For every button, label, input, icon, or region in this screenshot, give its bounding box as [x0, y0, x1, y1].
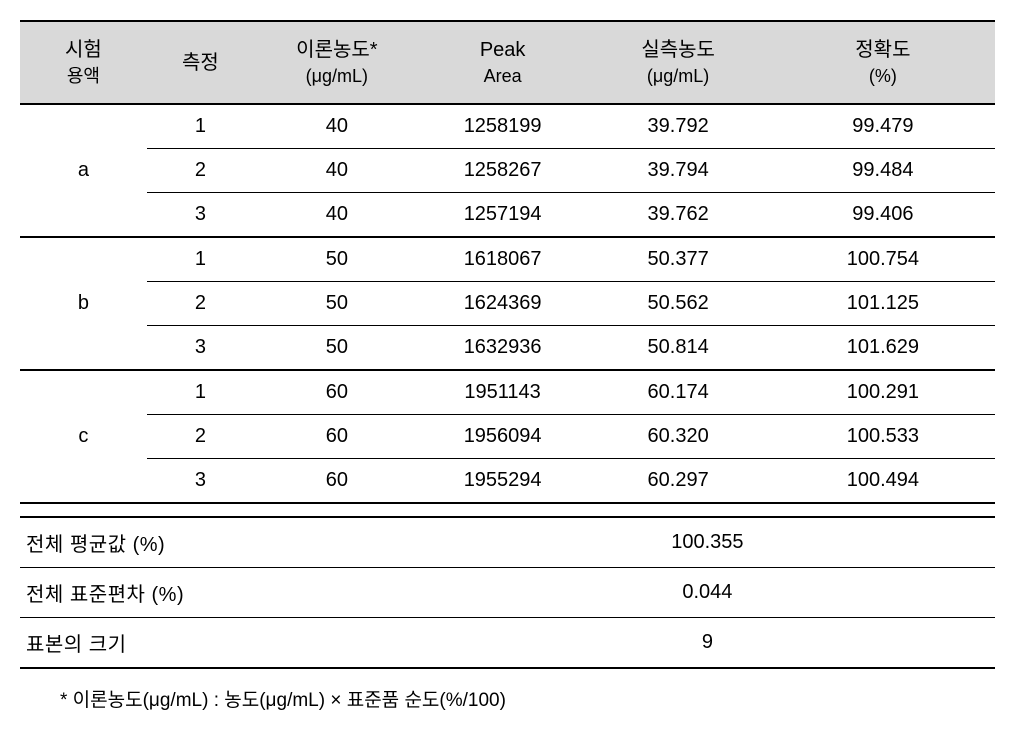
summary-label-cell: 전체 평균값 (%) [20, 517, 420, 568]
peak-area-cell: 1955294 [420, 459, 586, 504]
measurement-cell: 2 [147, 149, 254, 193]
header-solution: 시험 용액 [20, 21, 147, 104]
table-header-row: 시험 용액 측정 이론농도* (μg/mL) Peak Area 실측농도 (μ… [20, 21, 995, 104]
accuracy-cell: 101.125 [771, 282, 995, 326]
summary-label-cell: 표본의 크기 [20, 618, 420, 669]
measured-conc-cell: 39.762 [586, 193, 771, 238]
table-row: 360195529460.297100.494 [20, 459, 995, 504]
accuracy-data-table: 시험 용액 측정 이론농도* (μg/mL) Peak Area 실측농도 (μ… [20, 20, 995, 669]
measured-conc-cell: 60.320 [586, 415, 771, 459]
header-accuracy: 정확도 (%) [771, 21, 995, 104]
header-text: 측정 [182, 52, 219, 74]
theory-conc-cell: 60 [254, 459, 420, 504]
peak-area-cell: 1618067 [420, 237, 586, 282]
table-row: a140125819939.79299.479 [20, 104, 995, 149]
summary-row: 표본의 크기9 [20, 618, 995, 669]
theory-conc-cell: 60 [254, 370, 420, 415]
accuracy-cell: 100.754 [771, 237, 995, 282]
header-text: 이론농도* [296, 39, 377, 61]
header-peak-area: Peak Area [420, 21, 586, 104]
measurement-cell: 2 [147, 282, 254, 326]
theory-conc-cell: 50 [254, 282, 420, 326]
header-text: 실측농도 [641, 39, 715, 61]
summary-row: 전체 표준편차 (%)0.044 [20, 568, 995, 618]
header-text: (%) [779, 64, 987, 89]
measured-conc-cell: 50.562 [586, 282, 771, 326]
header-text: Area [428, 64, 578, 89]
table-row: 260195609460.320100.533 [20, 415, 995, 459]
summary-value-cell: 100.355 [420, 517, 995, 568]
measured-conc-cell: 60.174 [586, 370, 771, 415]
summary-row: 전체 평균값 (%)100.355 [20, 517, 995, 568]
accuracy-cell: 99.484 [771, 149, 995, 193]
peak-area-cell: 1258199 [420, 104, 586, 149]
header-text: Peak [480, 39, 526, 61]
footnote: * 이론농도(μg/mL) : 농도(μg/mL) × 표준품 순도(%/100… [20, 685, 995, 712]
peak-area-cell: 1258267 [420, 149, 586, 193]
header-text: (μg/mL) [594, 64, 763, 89]
table-row: 250162436950.562101.125 [20, 282, 995, 326]
theory-conc-cell: 60 [254, 415, 420, 459]
header-text: 용액 [28, 64, 139, 89]
accuracy-cell: 99.479 [771, 104, 995, 149]
theory-conc-cell: 50 [254, 237, 420, 282]
group-label-cell: a [20, 104, 147, 237]
theory-conc-cell: 40 [254, 149, 420, 193]
theory-conc-cell: 40 [254, 104, 420, 149]
measured-conc-cell: 39.794 [586, 149, 771, 193]
measured-conc-cell: 39.792 [586, 104, 771, 149]
table-row: 240125826739.79499.484 [20, 149, 995, 193]
accuracy-cell: 99.406 [771, 193, 995, 238]
header-measured-conc: 실측농도 (μg/mL) [586, 21, 771, 104]
peak-area-cell: 1956094 [420, 415, 586, 459]
group-label-cell: c [20, 370, 147, 503]
group-label-cell: b [20, 237, 147, 370]
measurement-cell: 1 [147, 237, 254, 282]
summary-label-cell: 전체 표준편차 (%) [20, 568, 420, 618]
header-text: 시험 [65, 39, 102, 61]
theory-conc-cell: 50 [254, 326, 420, 371]
header-theoretical-conc: 이론농도* (μg/mL) [254, 21, 420, 104]
summary-value-cell: 0.044 [420, 568, 995, 618]
accuracy-cell: 100.533 [771, 415, 995, 459]
peak-area-cell: 1624369 [420, 282, 586, 326]
accuracy-cell: 100.291 [771, 370, 995, 415]
theory-conc-cell: 40 [254, 193, 420, 238]
accuracy-cell: 100.494 [771, 459, 995, 504]
peak-area-cell: 1951143 [420, 370, 586, 415]
measured-conc-cell: 60.297 [586, 459, 771, 504]
peak-area-cell: 1632936 [420, 326, 586, 371]
table-row: c160195114360.174100.291 [20, 370, 995, 415]
peak-area-cell: 1257194 [420, 193, 586, 238]
measurement-cell: 2 [147, 415, 254, 459]
summary-value-cell: 9 [420, 618, 995, 669]
measurement-cell: 3 [147, 459, 254, 504]
header-text: 정확도 [855, 39, 910, 61]
accuracy-cell: 101.629 [771, 326, 995, 371]
summary-gap-row [20, 503, 995, 517]
measurement-cell: 1 [147, 104, 254, 149]
table-row: 340125719439.76299.406 [20, 193, 995, 238]
measurement-cell: 1 [147, 370, 254, 415]
table-row: 350163293650.814101.629 [20, 326, 995, 371]
table-row: b150161806750.377100.754 [20, 237, 995, 282]
header-text: (μg/mL) [262, 64, 412, 89]
measured-conc-cell: 50.814 [586, 326, 771, 371]
measurement-cell: 3 [147, 326, 254, 371]
measurement-cell: 3 [147, 193, 254, 238]
measured-conc-cell: 50.377 [586, 237, 771, 282]
header-measurement: 측정 [147, 21, 254, 104]
